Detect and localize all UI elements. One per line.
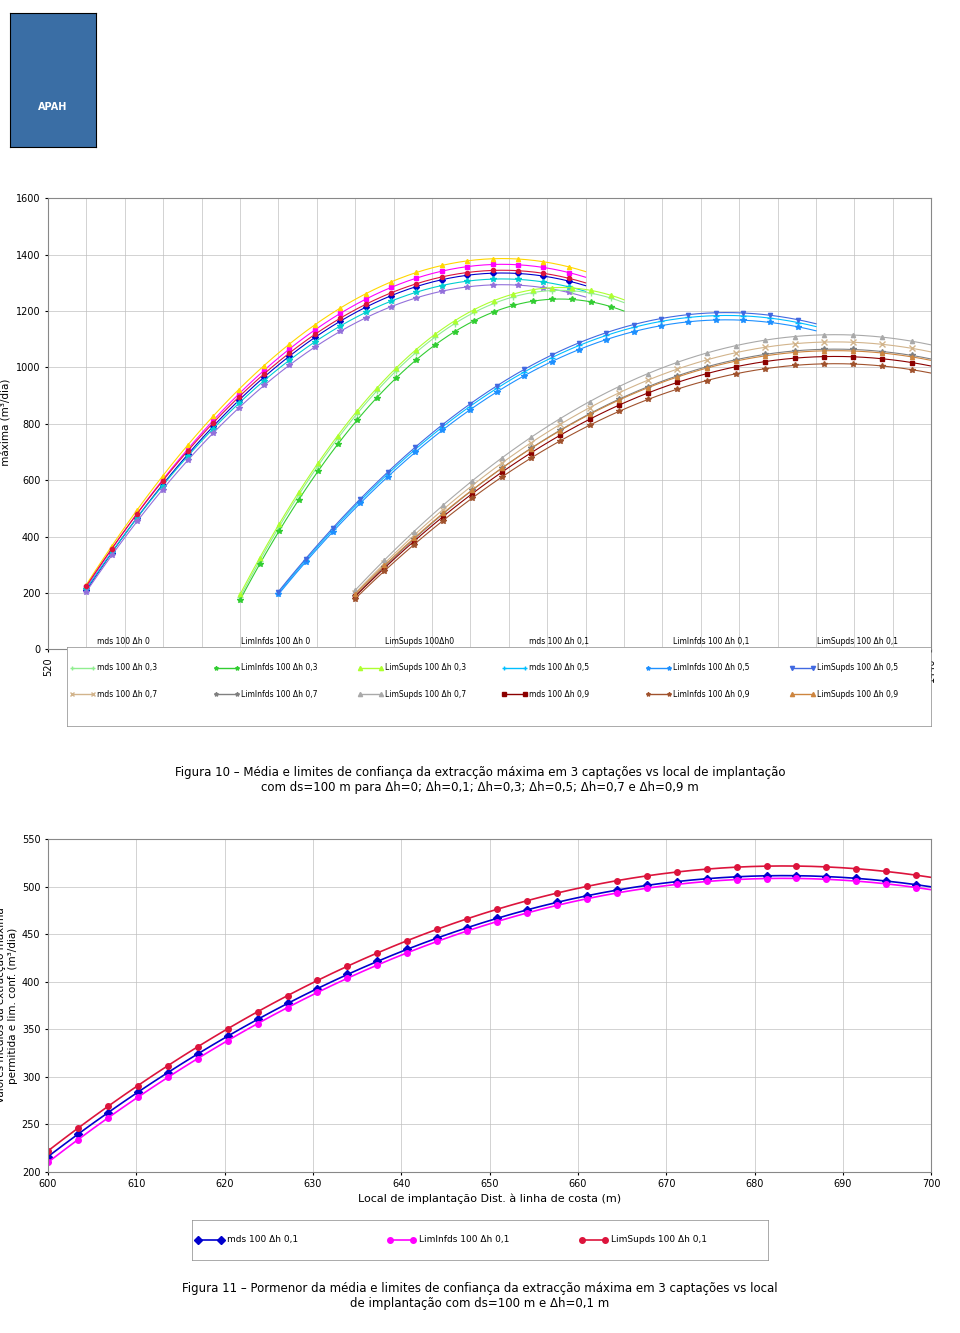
Text: LimInfds 100 Δh 0,9: LimInfds 100 Δh 0,9 (673, 690, 750, 698)
Text: LimInfds 100 Δh 0,3: LimInfds 100 Δh 0,3 (242, 664, 318, 672)
Text: mds 100 Δh 0,1: mds 100 Δh 0,1 (529, 637, 589, 645)
Text: mds 100 Δh 0: mds 100 Δh 0 (98, 637, 151, 645)
Text: LimInfds 100 Δh 0,1: LimInfds 100 Δh 0,1 (419, 1236, 509, 1244)
Text: LimSupds 100 Δh 0,1: LimSupds 100 Δh 0,1 (817, 637, 899, 645)
Text: LimInfds 100 Δh 0: LimInfds 100 Δh 0 (242, 637, 311, 645)
Text: LimSupds 100 Δh 0,3: LimSupds 100 Δh 0,3 (385, 664, 467, 672)
Text: LimInfds 100 Δh 0,5: LimInfds 100 Δh 0,5 (673, 664, 750, 672)
X-axis label: Local de implantação Dist. à linha de costa (m): Local de implantação Dist. à linha de co… (358, 1193, 621, 1204)
Text: mds 100 Δh 0,1: mds 100 Δh 0,1 (227, 1236, 298, 1244)
Text: LimSupds 100 Δh 0,7: LimSupds 100 Δh 0,7 (385, 690, 467, 698)
Text: LimSupds 100 Δh 0,9: LimSupds 100 Δh 0,9 (817, 690, 899, 698)
Text: Figura 10 – Média e limites de confiança da extracção máxima em 3 captações vs l: Figura 10 – Média e limites de confiança… (175, 765, 785, 794)
Text: LimSupds 100 Δh 0,5: LimSupds 100 Δh 0,5 (817, 664, 899, 672)
Text: LimSupds 100Δh0: LimSupds 100Δh0 (385, 637, 455, 645)
Y-axis label: Valores médios da extracção máxima
permitida e lim. conf. (m³/dia): Valores médios da extracção máxima permi… (0, 908, 17, 1104)
Text: mds 100 Δh 0,3: mds 100 Δh 0,3 (98, 664, 157, 672)
X-axis label: Local de implantação Dist. à linha de costa (m): Local de implantação Dist. à linha de co… (358, 686, 621, 696)
Text: LimInfds 100 Δh 0,1: LimInfds 100 Δh 0,1 (673, 637, 750, 645)
Text: mds 100 Δh 0,5: mds 100 Δh 0,5 (529, 664, 589, 672)
Text: LimSupds 100 Δh 0,1: LimSupds 100 Δh 0,1 (611, 1236, 707, 1244)
Y-axis label: Valores médios e lim. conf. da extarcção
 máxima (m³/dia): Valores médios e lim. conf. da extarcção… (0, 319, 12, 529)
Text: APAH: APAH (38, 101, 67, 112)
Text: mds 100 Δh 0,7: mds 100 Δh 0,7 (98, 690, 157, 698)
Text: LimInfds 100 Δh 0,7: LimInfds 100 Δh 0,7 (242, 690, 318, 698)
Text: Figura 11 – Pormenor da média e limites de confiança da extracção máxima em 3 ca: Figura 11 – Pormenor da média e limites … (182, 1281, 778, 1310)
Text: mds 100 Δh 0,9: mds 100 Δh 0,9 (529, 690, 589, 698)
